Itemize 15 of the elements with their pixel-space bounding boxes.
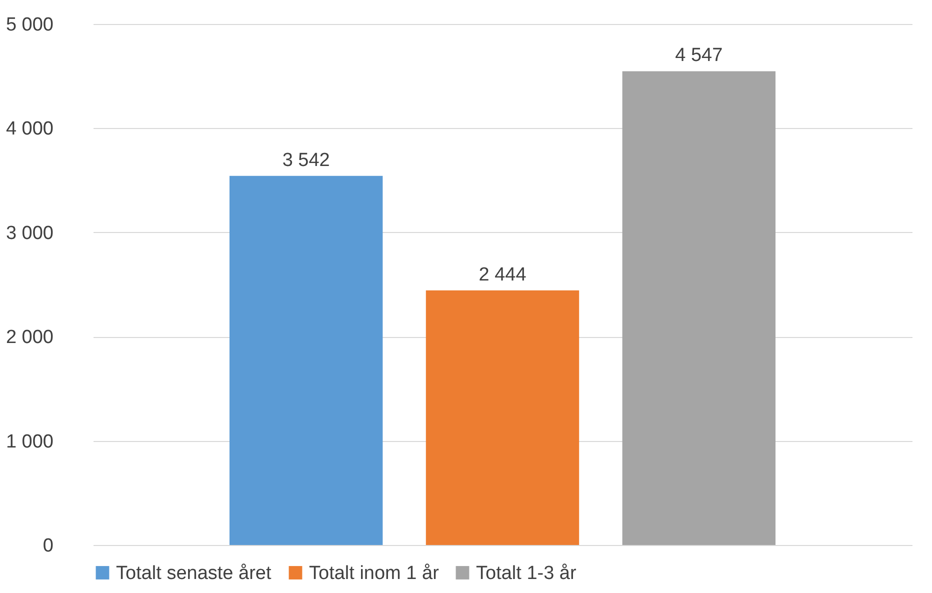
legend-label: Totalt senaste året — [116, 562, 272, 584]
y-tick-label: 0 — [42, 536, 54, 556]
y-tick-label: 1 000 — [6, 431, 54, 452]
legend-label: Totalt inom 1 år — [309, 562, 440, 584]
y-tick-label: 2 000 — [6, 327, 54, 348]
data-label: 4 547 — [675, 45, 723, 66]
bar — [230, 176, 383, 545]
data-label: 3 542 — [282, 150, 330, 171]
y-tick-label: 5 000 — [6, 14, 54, 36]
y-tick-label: 3 000 — [6, 222, 54, 244]
bar — [426, 290, 580, 545]
bar — [622, 71, 776, 545]
legend-label: Totalt 1-3 år — [476, 562, 577, 584]
data-label: 2 444 — [478, 264, 527, 286]
y-tick-label: 4 000 — [6, 118, 54, 140]
